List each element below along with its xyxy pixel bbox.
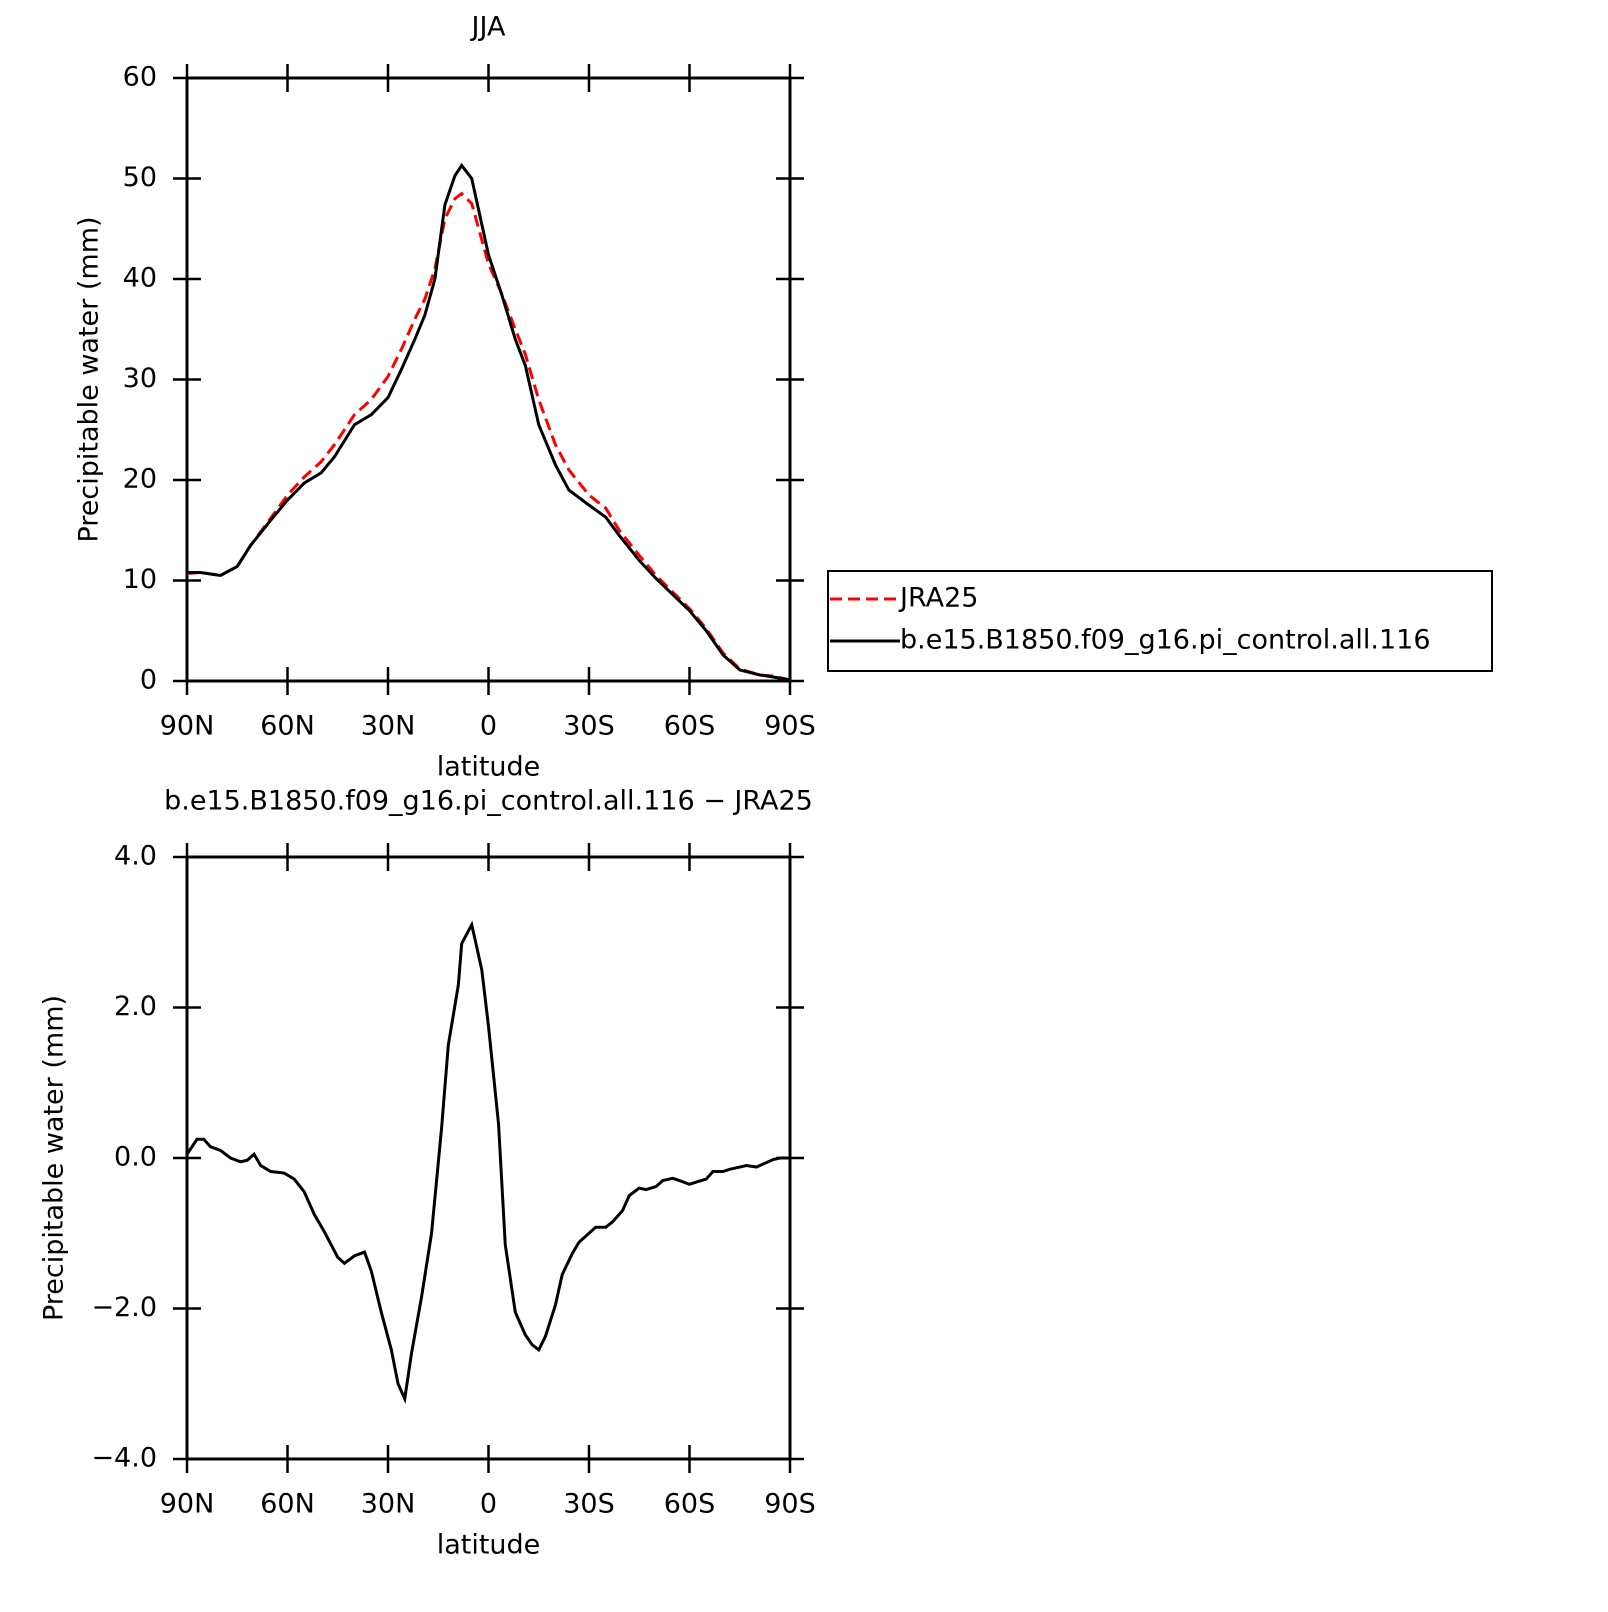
- y-axis-label: Precipitable water (mm): [74, 216, 105, 542]
- chart-title: b.e15.B1850.f09_g16.pi_control.all.116 −…: [164, 786, 813, 817]
- y-tick-label: −2.0: [91, 1292, 157, 1323]
- x-tick-label: 90N: [160, 711, 215, 742]
- x-tick-label: 0: [480, 1489, 497, 1520]
- plot-frame: [185, 855, 792, 1461]
- x-tick-label: 60S: [664, 1489, 716, 1520]
- y-tick-label: 40: [123, 263, 157, 294]
- data-line: [187, 162, 791, 682]
- x-tick-label: 30N: [361, 711, 416, 742]
- data-line: [186, 191, 791, 682]
- y-tick-label: 2.0: [114, 991, 157, 1022]
- x-axis-label: latitude: [437, 1530, 541, 1561]
- y-tick-label: 0: [140, 665, 157, 696]
- y-tick-label: 20: [123, 464, 157, 495]
- x-tick-label: 0: [480, 711, 497, 742]
- x-tick-label: 30S: [563, 1489, 615, 1520]
- x-tick-label: 60N: [260, 1489, 315, 1520]
- x-tick-label: 90S: [764, 711, 816, 742]
- y-tick-label: 60: [123, 62, 157, 93]
- x-tick-label: 30N: [361, 1489, 416, 1520]
- chart-title: JJA: [470, 12, 506, 43]
- x-axis-label: latitude: [437, 752, 541, 783]
- y-tick-label: −4.0: [91, 1443, 157, 1474]
- x-tick-label: 30S: [563, 711, 615, 742]
- legend-label: JRA25: [898, 583, 978, 614]
- y-tick-label: 10: [123, 564, 157, 595]
- legend-label: b.e15.B1850.f09_g16.pi_control.all.116: [900, 625, 1431, 656]
- plot-frame: [185, 76, 792, 683]
- x-tick-label: 90N: [160, 1489, 215, 1520]
- y-tick-label: 50: [123, 162, 157, 193]
- y-axis-label: Precipitable water (mm): [39, 995, 70, 1321]
- data-line: [185, 920, 790, 1405]
- y-tick-label: 30: [123, 363, 157, 394]
- y-tick-label: 0.0: [114, 1142, 157, 1173]
- x-tick-label: 60S: [664, 711, 716, 742]
- y-tick-label: 4.0: [114, 841, 157, 872]
- legend-box: [827, 570, 1493, 672]
- x-tick-label: 60N: [260, 711, 315, 742]
- x-tick-label: 90S: [764, 1489, 816, 1520]
